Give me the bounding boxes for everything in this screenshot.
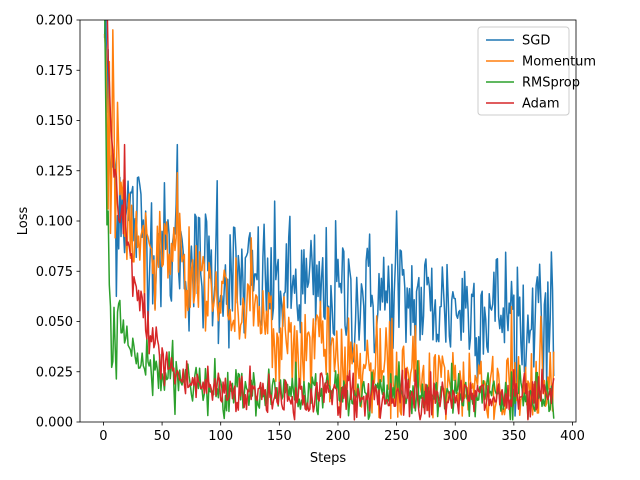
series-line-adam: [106, 20, 555, 421]
legend-label-adam: Adam: [522, 97, 560, 112]
legend-label-sgd: SGD: [522, 34, 550, 49]
y-tick-label: 0.150: [36, 114, 73, 129]
legend-box: [477, 26, 570, 116]
x-tick-label: 400: [560, 429, 585, 444]
y-tick-label: 0.100: [36, 215, 73, 230]
x-tick-label: 250: [384, 429, 409, 444]
legend-label-rmsprop: RMSprop: [522, 76, 580, 91]
x-tick-label: 0: [99, 429, 107, 444]
y-axis-title: Loss: [16, 207, 31, 236]
y-tick-label: 0.050: [36, 315, 73, 330]
series-layer: [103, 20, 555, 421]
x-tick-label: 150: [267, 429, 292, 444]
series-line-rmsprop: [104, 20, 555, 421]
x-tick-label: 200: [326, 429, 351, 444]
y-tick-label: 0.125: [36, 164, 73, 179]
x-tick-label: 100: [208, 429, 233, 444]
y-tick-label: 0.075: [36, 265, 73, 280]
y-tick-label: 0.175: [36, 64, 73, 79]
y-tick-label: 0.200: [36, 14, 73, 29]
x-tick-label: 350: [501, 429, 526, 444]
legend: SGD Momentum RMSprop Adam: [477, 26, 596, 116]
axes-layer: 0 50 100 150 200 250 300 350 400 0.000 0.025 0.050 0…: [36, 14, 585, 445]
x-tick-label: 300: [443, 429, 468, 444]
series-line-momentum: [103, 29, 555, 421]
y-tick-label: 0.025: [36, 365, 73, 380]
legend-label-momentum: Momentum: [522, 55, 596, 70]
y-tick-label: 0.000: [36, 416, 73, 431]
x-tick-label: 50: [154, 429, 171, 444]
x-axis-title: Steps: [310, 451, 347, 466]
